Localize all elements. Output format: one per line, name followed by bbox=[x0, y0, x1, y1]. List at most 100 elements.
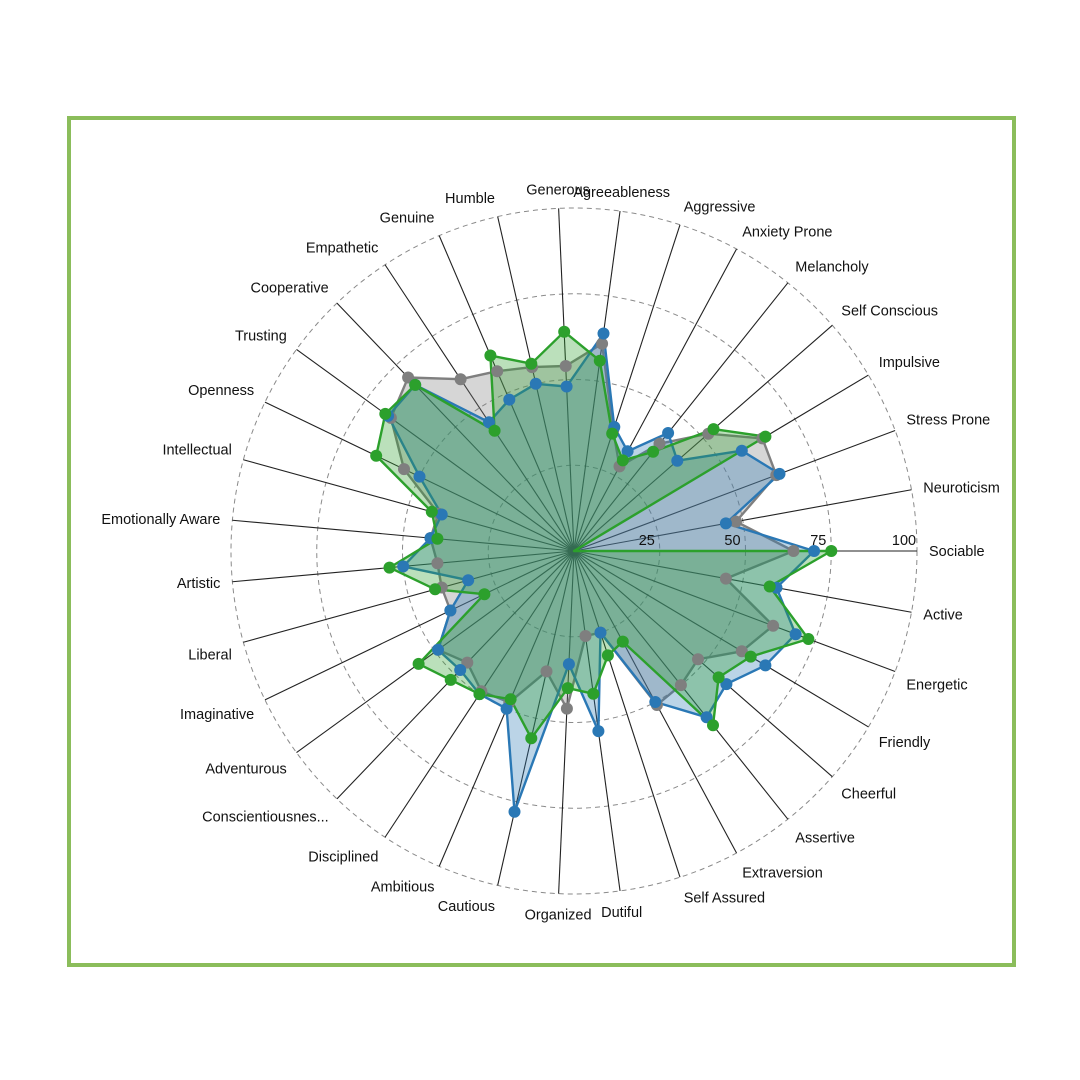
data-point bbox=[558, 325, 571, 338]
axis-spoke bbox=[336, 550, 575, 800]
data-point bbox=[431, 532, 444, 545]
axis-spoke bbox=[573, 550, 621, 891]
data-point bbox=[560, 702, 573, 715]
axis-spoke bbox=[573, 224, 681, 552]
axis-spoke bbox=[573, 211, 621, 552]
category-label: Anxiety Prone bbox=[742, 224, 832, 240]
tick-label: 25 bbox=[639, 533, 655, 549]
data-point bbox=[413, 470, 426, 483]
data-point bbox=[402, 371, 415, 384]
data-point bbox=[712, 671, 725, 684]
tick-label: 75 bbox=[810, 533, 826, 549]
data-point bbox=[647, 445, 660, 458]
data-point bbox=[540, 665, 553, 678]
data-point bbox=[808, 545, 821, 557]
data-point bbox=[432, 643, 444, 656]
data-point bbox=[529, 377, 542, 390]
data-point bbox=[397, 560, 410, 573]
category-label: Self Assured bbox=[684, 891, 765, 907]
chart-frame: 25 50 75 100 Sociable Neuroticism Stress Pron… bbox=[67, 116, 1016, 967]
category-label: Empathetic bbox=[306, 241, 379, 257]
data-point bbox=[763, 580, 776, 593]
data-point bbox=[759, 430, 772, 443]
data-point bbox=[719, 517, 732, 530]
data-point bbox=[692, 653, 704, 666]
data-point bbox=[525, 357, 538, 370]
data-point bbox=[596, 337, 609, 350]
category-label: Trusting bbox=[235, 328, 287, 344]
data-point bbox=[484, 349, 497, 362]
data-point bbox=[473, 688, 486, 701]
data-point bbox=[383, 561, 396, 574]
data-point bbox=[767, 619, 780, 632]
data-point bbox=[671, 454, 684, 467]
axis-spoke bbox=[573, 489, 912, 552]
category-label: Cooperative bbox=[251, 280, 329, 296]
data-point bbox=[597, 327, 610, 340]
axis-spoke bbox=[573, 550, 869, 728]
tick-label: 50 bbox=[724, 533, 740, 549]
data-point bbox=[720, 678, 733, 691]
data-point bbox=[789, 628, 802, 641]
data-point bbox=[504, 693, 517, 706]
data-point bbox=[425, 505, 438, 518]
category-label: Aggressive bbox=[684, 199, 756, 215]
axis-spoke bbox=[243, 550, 575, 643]
category-label: Cheerful bbox=[841, 787, 896, 803]
axis-spoke bbox=[243, 459, 575, 552]
data-point bbox=[488, 424, 501, 437]
radial-tick-labels: 25 50 75 100 bbox=[639, 533, 916, 549]
axis-spoke bbox=[573, 429, 896, 552]
category-label: Energetic bbox=[906, 678, 967, 694]
data-point bbox=[500, 702, 513, 715]
data-point bbox=[431, 557, 444, 570]
data-point bbox=[560, 380, 573, 393]
data-point bbox=[621, 445, 634, 458]
data-point bbox=[454, 664, 467, 676]
data-point bbox=[707, 423, 720, 436]
category-label: Organized bbox=[525, 908, 592, 924]
data-point bbox=[491, 365, 504, 378]
data-point bbox=[730, 515, 742, 528]
axis-spoke bbox=[573, 550, 681, 878]
category-label: Agreeableness bbox=[573, 185, 670, 201]
category-label: Generous bbox=[526, 182, 590, 198]
category-label: Liberal bbox=[188, 647, 232, 663]
axis-spoke bbox=[558, 550, 575, 894]
data-point bbox=[561, 682, 574, 695]
axis-spoke bbox=[573, 282, 789, 552]
axis-spoke bbox=[232, 519, 575, 552]
data-point bbox=[435, 508, 448, 521]
data-point bbox=[503, 393, 516, 406]
data-point bbox=[412, 657, 425, 670]
data-point bbox=[616, 635, 629, 648]
data-point bbox=[773, 467, 786, 480]
category-label: Genuine bbox=[380, 211, 435, 227]
category-label: Impulsive bbox=[879, 355, 940, 371]
category-label: Intellectual bbox=[162, 443, 231, 459]
data-point bbox=[559, 360, 572, 372]
category-label: Humble bbox=[445, 191, 495, 207]
data-point bbox=[461, 656, 474, 669]
category-label: Openness bbox=[188, 383, 254, 399]
category-label: Imaginative bbox=[180, 707, 254, 723]
category-label: Extraversion bbox=[742, 866, 823, 882]
data-point bbox=[735, 645, 748, 658]
data-point bbox=[674, 679, 687, 692]
data-point bbox=[398, 463, 410, 476]
data-point bbox=[700, 711, 713, 724]
category-label: Active bbox=[923, 607, 963, 623]
axis-spoke bbox=[573, 324, 833, 552]
category-labels: Sociable Neuroticism Stress Prone Impulsive… bbox=[101, 182, 999, 923]
category-label: Cautious bbox=[438, 899, 495, 915]
category-label: Self Conscious bbox=[841, 303, 938, 319]
category-label: Disciplined bbox=[308, 849, 378, 865]
data-point bbox=[606, 427, 619, 440]
category-label: Sociable bbox=[929, 544, 985, 560]
data-point bbox=[707, 719, 719, 732]
category-label: Assertive bbox=[795, 831, 855, 847]
data-point bbox=[562, 658, 575, 671]
data-point bbox=[593, 354, 606, 367]
data-point bbox=[616, 454, 629, 467]
data-point bbox=[735, 444, 748, 457]
